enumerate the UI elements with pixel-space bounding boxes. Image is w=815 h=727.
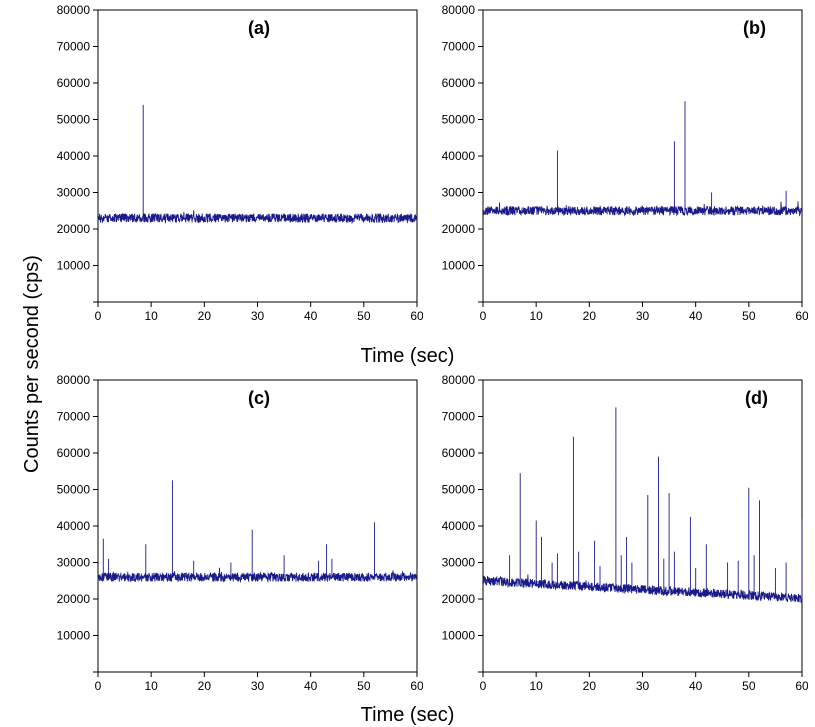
svg-text:60: 60 bbox=[410, 309, 423, 323]
svg-text:50: 50 bbox=[742, 309, 756, 323]
svg-text:80000: 80000 bbox=[442, 373, 476, 387]
svg-text:50: 50 bbox=[742, 679, 756, 693]
x-axis-title-bottom: Time (sec) bbox=[361, 704, 455, 727]
svg-text:60000: 60000 bbox=[442, 446, 476, 460]
svg-text:40000: 40000 bbox=[57, 149, 91, 163]
chart-c: 10000 20000 30000 40000 50000 60000 70000 80000… bbox=[48, 370, 423, 700]
svg-text:50000: 50000 bbox=[57, 483, 91, 497]
svg-text:20: 20 bbox=[583, 679, 597, 693]
svg-text:60: 60 bbox=[795, 679, 808, 693]
svg-text:30: 30 bbox=[636, 309, 650, 323]
svg-text:20000: 20000 bbox=[57, 222, 91, 236]
svg-text:20: 20 bbox=[583, 309, 597, 323]
svg-text:70000: 70000 bbox=[442, 40, 476, 54]
svg-text:30: 30 bbox=[636, 679, 650, 693]
svg-text:30000: 30000 bbox=[442, 186, 476, 200]
panel-a: 10000 20000 30000 40000 50000 60000 70000 80000… bbox=[48, 0, 423, 330]
panel-c: 10000 20000 30000 40000 50000 60000 70000 80000… bbox=[48, 370, 423, 700]
svg-text:20000: 20000 bbox=[57, 592, 91, 606]
svg-text:60000: 60000 bbox=[442, 76, 476, 90]
svg-text:40: 40 bbox=[689, 679, 703, 693]
svg-text:80000: 80000 bbox=[57, 373, 91, 387]
svg-text:10000: 10000 bbox=[442, 259, 476, 273]
chart-a: 10000 20000 30000 40000 50000 60000 70000 80000… bbox=[48, 0, 423, 330]
svg-text:50000: 50000 bbox=[442, 483, 476, 497]
panel-label-b: (b) bbox=[743, 18, 766, 39]
panel-grid: 1000020000300004000050000600007000080000… bbox=[48, 0, 808, 700]
svg-text:70000: 70000 bbox=[57, 410, 91, 424]
svg-text:10000: 10000 bbox=[57, 259, 91, 273]
svg-text:60: 60 bbox=[410, 679, 423, 693]
svg-text:30000: 30000 bbox=[57, 186, 91, 200]
svg-text:50: 50 bbox=[357, 679, 371, 693]
svg-text:20000: 20000 bbox=[442, 222, 476, 236]
svg-text:20: 20 bbox=[198, 309, 212, 323]
panel-d: 10000 20000 30000 40000 50000 60000 70000 80000… bbox=[433, 370, 808, 700]
svg-text:40000: 40000 bbox=[442, 149, 476, 163]
svg-text:10: 10 bbox=[144, 679, 158, 693]
svg-text:40: 40 bbox=[304, 679, 318, 693]
svg-text:10000: 10000 bbox=[57, 629, 91, 643]
svg-text:50: 50 bbox=[357, 309, 371, 323]
svg-text:60: 60 bbox=[795, 309, 808, 323]
svg-text:40: 40 bbox=[304, 309, 318, 323]
svg-text:30000: 30000 bbox=[442, 556, 476, 570]
panel-label-c: (c) bbox=[248, 388, 270, 409]
panel-b: 10000 20000 30000 40000 50000 60000 70000 80000… bbox=[433, 0, 808, 330]
svg-text:50000: 50000 bbox=[442, 113, 476, 127]
svg-text:60000: 60000 bbox=[57, 446, 91, 460]
chart-d: 10000 20000 30000 40000 50000 60000 70000 80000… bbox=[433, 370, 808, 700]
svg-text:70000: 70000 bbox=[57, 40, 91, 54]
svg-text:0: 0 bbox=[95, 309, 102, 323]
y-axis-title: Counts per second (cps) bbox=[21, 255, 44, 473]
chart-b: 10000 20000 30000 40000 50000 60000 70000 80000… bbox=[433, 0, 808, 330]
svg-text:0: 0 bbox=[480, 679, 487, 693]
svg-text:20: 20 bbox=[198, 679, 212, 693]
svg-text:80000: 80000 bbox=[442, 3, 476, 17]
svg-text:80000: 80000 bbox=[57, 3, 91, 17]
panel-label-d: (d) bbox=[745, 388, 768, 409]
svg-text:10: 10 bbox=[529, 309, 543, 323]
svg-text:60000: 60000 bbox=[57, 76, 91, 90]
svg-text:10: 10 bbox=[529, 679, 543, 693]
svg-text:30: 30 bbox=[251, 309, 265, 323]
svg-text:50000: 50000 bbox=[57, 113, 91, 127]
panel-label-a: (a) bbox=[248, 18, 270, 39]
svg-text:70000: 70000 bbox=[442, 410, 476, 424]
svg-text:30: 30 bbox=[251, 679, 265, 693]
svg-text:10: 10 bbox=[144, 309, 158, 323]
svg-text:30000: 30000 bbox=[57, 556, 91, 570]
svg-text:40000: 40000 bbox=[442, 519, 476, 533]
svg-text:0: 0 bbox=[480, 309, 487, 323]
svg-text:40: 40 bbox=[689, 309, 703, 323]
svg-text:0: 0 bbox=[95, 679, 102, 693]
svg-text:40000: 40000 bbox=[57, 519, 91, 533]
figure: Counts per second (cps) Time (sec) Time … bbox=[0, 0, 815, 727]
svg-text:20000: 20000 bbox=[442, 592, 476, 606]
svg-text:10000: 10000 bbox=[442, 629, 476, 643]
